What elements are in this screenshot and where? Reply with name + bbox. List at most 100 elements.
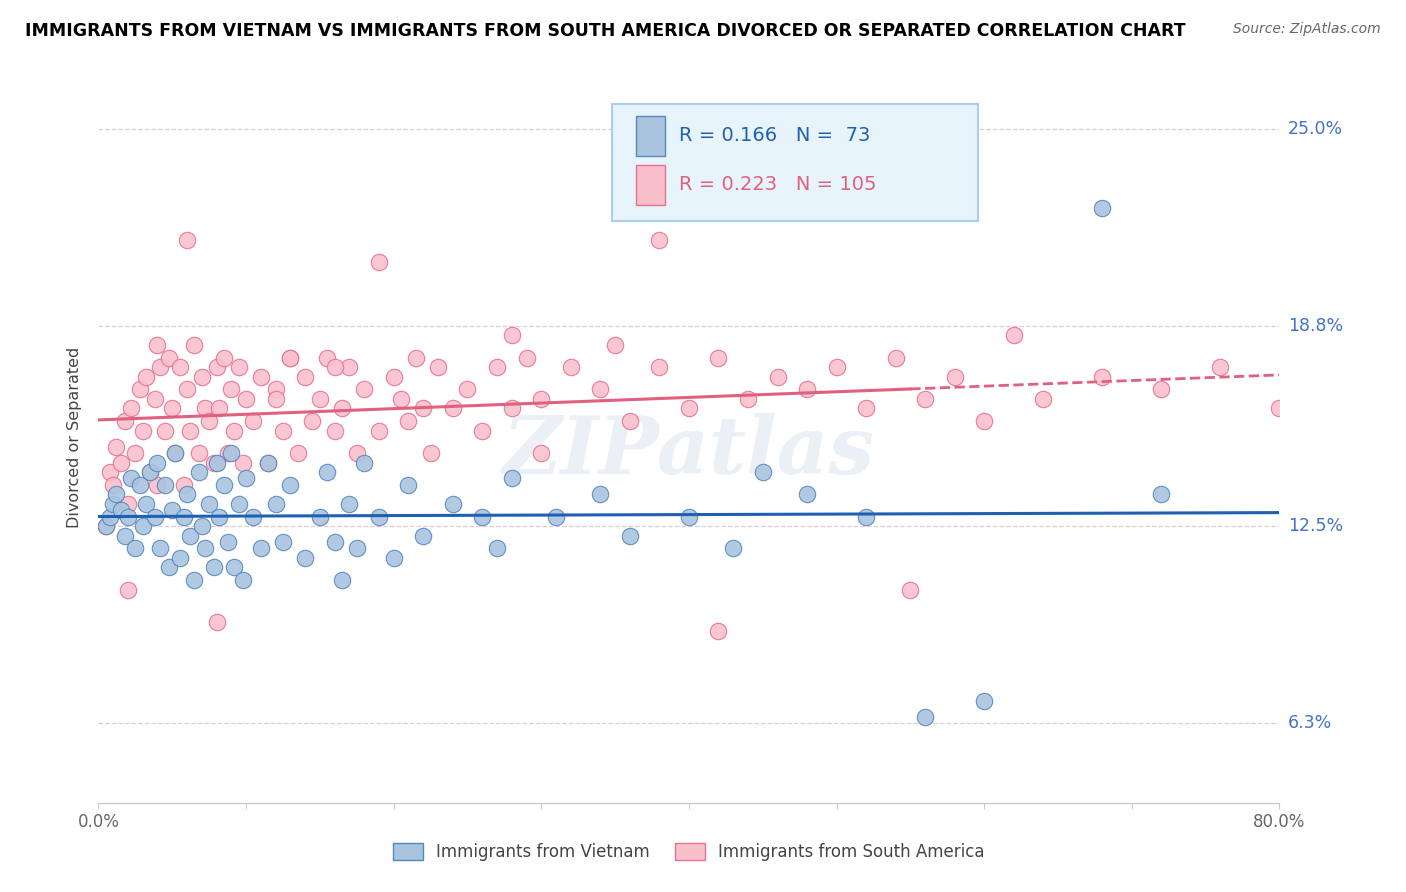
Point bbox=[530, 446, 553, 460]
Point bbox=[132, 424, 155, 438]
Text: 6.3%: 6.3% bbox=[1288, 714, 1331, 732]
Point bbox=[146, 456, 169, 470]
Point bbox=[153, 477, 176, 491]
Point bbox=[105, 487, 128, 501]
Legend: Immigrants from Vietnam, Immigrants from South America: Immigrants from Vietnam, Immigrants from… bbox=[387, 836, 991, 868]
Point bbox=[316, 465, 339, 479]
Point bbox=[183, 573, 205, 587]
Point bbox=[135, 369, 157, 384]
Point bbox=[501, 471, 523, 485]
Point bbox=[389, 392, 412, 406]
Point bbox=[648, 233, 671, 247]
Point bbox=[264, 383, 287, 397]
Point bbox=[339, 360, 361, 375]
Point bbox=[605, 338, 627, 352]
Point bbox=[149, 541, 172, 556]
Point bbox=[914, 392, 936, 406]
Point bbox=[235, 471, 257, 485]
Point bbox=[619, 529, 641, 543]
Point bbox=[224, 560, 246, 574]
Point bbox=[187, 465, 209, 479]
Point bbox=[678, 509, 700, 524]
Point bbox=[1002, 328, 1025, 343]
Point bbox=[382, 550, 405, 565]
Point bbox=[914, 710, 936, 724]
Point bbox=[103, 477, 125, 491]
Point bbox=[224, 424, 246, 438]
Point bbox=[124, 446, 146, 460]
Point bbox=[330, 573, 353, 587]
Point bbox=[766, 369, 789, 384]
Point bbox=[516, 351, 538, 365]
Point bbox=[855, 509, 877, 524]
Point bbox=[264, 497, 287, 511]
Point bbox=[250, 541, 273, 556]
Text: IMMIGRANTS FROM VIETNAM VS IMMIGRANTS FROM SOUTH AMERICA DIVORCED OR SEPARATED C: IMMIGRANTS FROM VIETNAM VS IMMIGRANTS FR… bbox=[25, 22, 1185, 40]
Point bbox=[202, 560, 225, 574]
Point bbox=[208, 401, 231, 416]
Point bbox=[339, 497, 361, 511]
Point bbox=[98, 509, 121, 524]
Point bbox=[471, 509, 494, 524]
Point bbox=[176, 383, 198, 397]
Point bbox=[648, 360, 671, 375]
Point bbox=[157, 351, 180, 365]
Point bbox=[723, 541, 745, 556]
Text: ZIPatlas: ZIPatlas bbox=[503, 413, 875, 491]
Point bbox=[205, 456, 228, 470]
Point bbox=[228, 497, 250, 511]
Point bbox=[212, 477, 235, 491]
Y-axis label: Divorced or Separated: Divorced or Separated bbox=[67, 346, 83, 528]
Point bbox=[486, 360, 509, 375]
Point bbox=[205, 615, 228, 629]
Point bbox=[589, 487, 612, 501]
Point bbox=[560, 360, 582, 375]
Point bbox=[169, 550, 191, 565]
Point bbox=[110, 503, 132, 517]
Bar bbox=[636, 116, 665, 156]
Bar bbox=[636, 165, 665, 205]
Point bbox=[943, 369, 966, 384]
Point bbox=[973, 414, 995, 428]
Point bbox=[501, 401, 523, 416]
Point bbox=[471, 424, 494, 438]
Point bbox=[382, 369, 405, 384]
Point bbox=[707, 624, 730, 638]
Point bbox=[94, 519, 117, 533]
Point bbox=[280, 351, 302, 365]
Point bbox=[441, 497, 464, 511]
Point bbox=[173, 477, 195, 491]
Point bbox=[139, 465, 162, 479]
FancyBboxPatch shape bbox=[612, 104, 979, 221]
Point bbox=[157, 560, 180, 574]
Point bbox=[257, 456, 280, 470]
Point bbox=[117, 509, 139, 524]
Point bbox=[353, 383, 375, 397]
Point bbox=[309, 509, 332, 524]
Point bbox=[98, 465, 121, 479]
Point bbox=[398, 414, 420, 428]
Point bbox=[149, 360, 172, 375]
Point bbox=[173, 509, 195, 524]
Point bbox=[114, 414, 136, 428]
Point bbox=[1032, 392, 1054, 406]
Point bbox=[191, 369, 214, 384]
Point bbox=[316, 351, 339, 365]
Point bbox=[271, 535, 294, 549]
Point bbox=[419, 446, 441, 460]
Point bbox=[202, 456, 225, 470]
Point bbox=[117, 497, 139, 511]
Point bbox=[825, 360, 848, 375]
Point bbox=[271, 424, 294, 438]
Point bbox=[232, 573, 254, 587]
Point bbox=[198, 497, 221, 511]
Point bbox=[132, 519, 155, 533]
Point bbox=[124, 541, 146, 556]
Point bbox=[162, 401, 183, 416]
Point bbox=[235, 392, 257, 406]
Text: R = 0.223   N = 105: R = 0.223 N = 105 bbox=[679, 175, 877, 194]
Point bbox=[368, 509, 391, 524]
Point bbox=[212, 351, 235, 365]
Point bbox=[187, 446, 209, 460]
Point bbox=[501, 328, 523, 343]
